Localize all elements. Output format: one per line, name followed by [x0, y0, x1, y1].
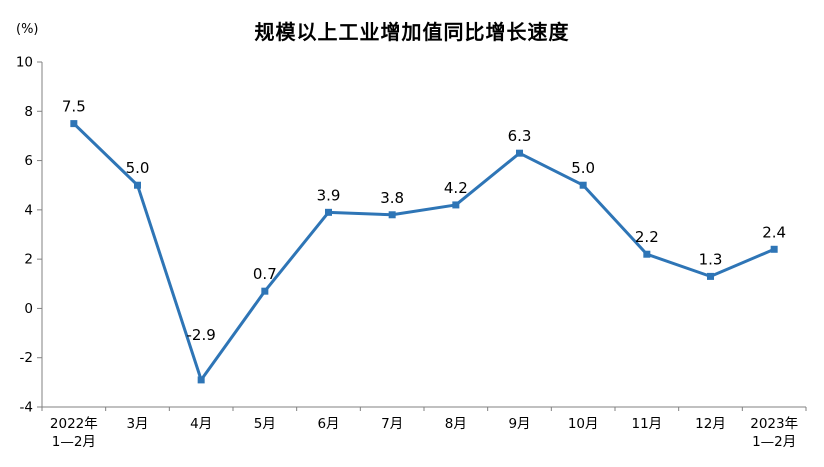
svg-text:10月: 10月	[568, 416, 599, 432]
svg-text:2.4: 2.4	[762, 223, 786, 241]
svg-text:-2.9: -2.9	[187, 326, 216, 344]
svg-text:6月: 6月	[317, 416, 339, 432]
svg-text:5.0: 5.0	[571, 159, 595, 177]
svg-text:4: 4	[24, 202, 33, 218]
svg-text:0.7: 0.7	[253, 265, 277, 283]
svg-text:-4: -4	[20, 400, 33, 416]
svg-text:3.9: 3.9	[317, 186, 341, 204]
svg-text:6.3: 6.3	[508, 127, 532, 145]
svg-text:3月: 3月	[126, 416, 148, 432]
svg-text:7月: 7月	[381, 416, 403, 432]
svg-text:2: 2	[24, 252, 33, 268]
svg-text:2.2: 2.2	[635, 228, 659, 246]
svg-text:7.5: 7.5	[62, 98, 86, 116]
svg-text:8月: 8月	[445, 416, 467, 432]
svg-text:10: 10	[16, 55, 33, 71]
svg-text:8: 8	[24, 104, 33, 120]
svg-text:9月: 9月	[508, 416, 530, 432]
svg-text:3.8: 3.8	[380, 189, 404, 207]
svg-text:4.2: 4.2	[444, 179, 468, 197]
y-axis-unit-label: (%)	[16, 22, 39, 37]
svg-text:5.0: 5.0	[126, 159, 150, 177]
svg-text:5月: 5月	[254, 416, 276, 432]
chart-title: 规模以上工业增加值同比增长速度	[254, 20, 570, 44]
svg-text:6: 6	[24, 153, 33, 169]
svg-text:12月: 12月	[695, 416, 726, 432]
svg-text:1.3: 1.3	[699, 250, 723, 268]
svg-text:-2: -2	[20, 350, 33, 366]
svg-text:11月: 11月	[631, 416, 662, 432]
svg-text:4月: 4月	[190, 416, 212, 432]
svg-text:0: 0	[24, 301, 33, 317]
